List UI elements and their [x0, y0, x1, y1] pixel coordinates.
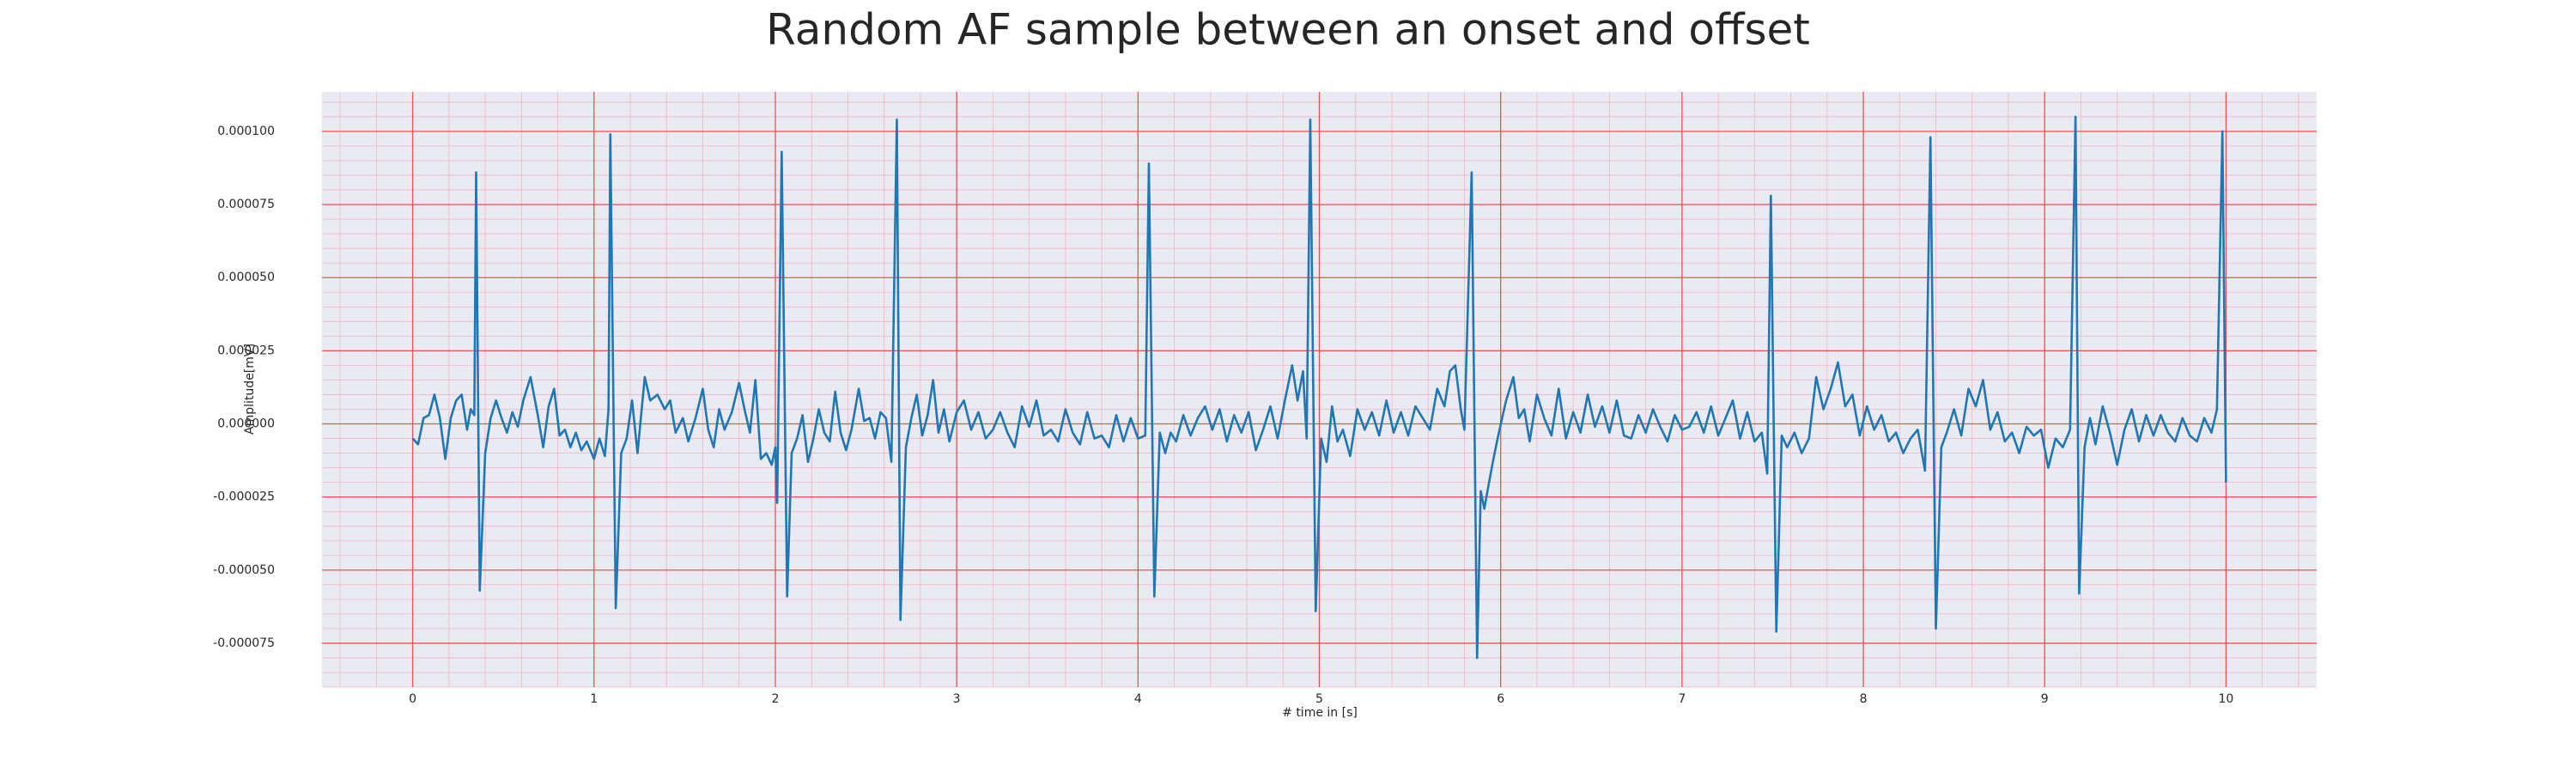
y-tick-label: 0.000025 [217, 344, 275, 357]
x-tick-label: 7 [1678, 692, 1686, 706]
x-tick-label: 0 [409, 692, 416, 706]
x-tick-label: 2 [771, 692, 779, 706]
x-tick-label: 4 [1134, 692, 1142, 706]
y-tick-label: -0.000075 [213, 636, 275, 650]
x-tick-label: 6 [1497, 692, 1504, 706]
y-tick-label: 0.000000 [217, 417, 275, 431]
x-tick-label: 1 [590, 692, 598, 706]
y-tick-label: -0.000025 [213, 490, 275, 504]
chart-title: Random AF sample between an onset and of… [766, 5, 1810, 55]
y-tick-label: 0.000075 [217, 198, 275, 211]
x-tick-label: 5 [1315, 692, 1323, 706]
x-tick-label: 3 [953, 692, 961, 706]
x-tick-label: 9 [2041, 692, 2049, 706]
x-axis-label: # time in [s] [1282, 706, 1358, 720]
signal-line [411, 115, 2227, 660]
x-tick-label: 8 [1860, 692, 1868, 706]
y-tick-label: -0.000050 [213, 563, 275, 577]
y-tick-label: 0.000050 [217, 271, 275, 284]
x-tick-label: 10 [2218, 692, 2233, 706]
y-tick-label: 0.000100 [217, 125, 275, 138]
y-axis-label: Amplitude[mV] [243, 344, 257, 435]
